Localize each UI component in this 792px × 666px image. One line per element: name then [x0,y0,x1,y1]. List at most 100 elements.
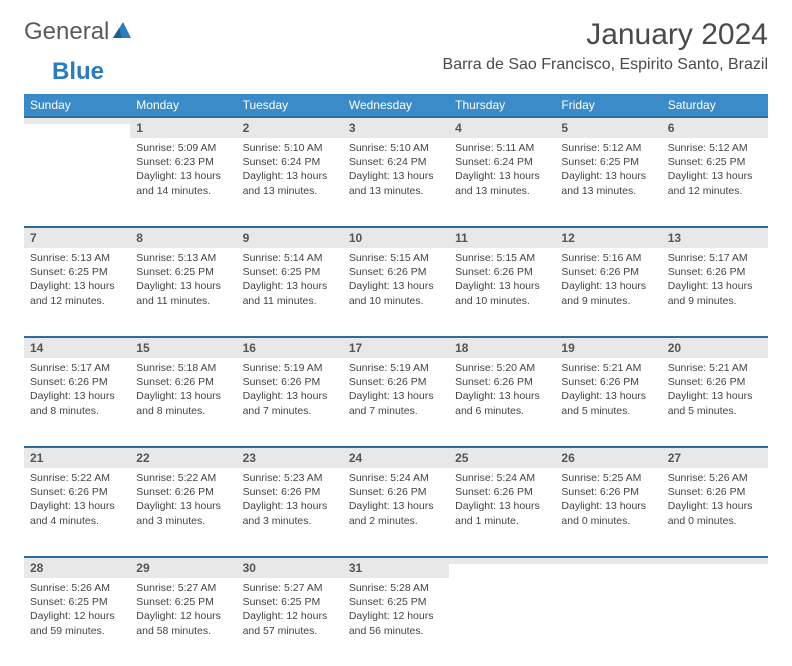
day-cell: Sunrise: 5:28 AMSunset: 6:25 PMDaylight:… [343,578,449,666]
day-details: Sunrise: 5:17 AMSunset: 6:26 PMDaylight:… [662,248,768,314]
sunrise-text: Sunrise: 5:23 AM [243,471,337,485]
daylight-text: Daylight: 13 hours and 6 minutes. [455,389,549,417]
day-cell: Sunrise: 5:19 AMSunset: 6:26 PMDaylight:… [343,358,449,446]
sunset-text: Sunset: 6:24 PM [243,155,337,169]
daynum-cell: 12 [555,226,661,248]
daylight-text: Daylight: 12 hours and 59 minutes. [30,609,124,637]
sunset-text: Sunset: 6:26 PM [349,375,443,389]
daynum-row: 14151617181920 [24,336,768,358]
daynum-cell: 28 [24,556,130,578]
weekday-header: Wednesday [343,94,449,116]
daynum-cell [24,116,130,138]
sail-icon [111,20,133,45]
day-number [555,556,661,564]
daylight-text: Daylight: 13 hours and 10 minutes. [349,279,443,307]
daynum-cell: 7 [24,226,130,248]
day-number: 30 [237,556,343,578]
sunset-text: Sunset: 6:26 PM [136,375,230,389]
day-cell: Sunrise: 5:14 AMSunset: 6:25 PMDaylight:… [237,248,343,336]
day-number: 19 [555,336,661,358]
daynum-cell: 22 [130,446,236,468]
sunrise-text: Sunrise: 5:22 AM [30,471,124,485]
day-cell: Sunrise: 5:26 AMSunset: 6:25 PMDaylight:… [24,578,130,666]
day-details: Sunrise: 5:25 AMSunset: 6:26 PMDaylight:… [555,468,661,534]
sunset-text: Sunset: 6:26 PM [30,375,124,389]
sunset-text: Sunset: 6:26 PM [243,375,337,389]
daylight-text: Daylight: 13 hours and 12 minutes. [668,169,762,197]
day-number: 5 [555,116,661,138]
day-details: Sunrise: 5:20 AMSunset: 6:26 PMDaylight:… [449,358,555,424]
day-number: 18 [449,336,555,358]
day-details: Sunrise: 5:19 AMSunset: 6:26 PMDaylight:… [343,358,449,424]
day-number: 31 [343,556,449,578]
daynum-cell: 23 [237,446,343,468]
sunrise-text: Sunrise: 5:09 AM [136,141,230,155]
day-details: Sunrise: 5:10 AMSunset: 6:24 PMDaylight:… [237,138,343,204]
day-details: Sunrise: 5:15 AMSunset: 6:26 PMDaylight:… [449,248,555,314]
day-number: 12 [555,226,661,248]
day-details: Sunrise: 5:18 AMSunset: 6:26 PMDaylight:… [130,358,236,424]
day-number: 11 [449,226,555,248]
sunrise-text: Sunrise: 5:19 AM [243,361,337,375]
day-cell: Sunrise: 5:12 AMSunset: 6:25 PMDaylight:… [555,138,661,226]
sunset-text: Sunset: 6:25 PM [243,595,337,609]
sunrise-text: Sunrise: 5:20 AM [455,361,549,375]
day-cell: Sunrise: 5:24 AMSunset: 6:26 PMDaylight:… [343,468,449,556]
day-cell: Sunrise: 5:11 AMSunset: 6:24 PMDaylight:… [449,138,555,226]
day-cell: Sunrise: 5:18 AMSunset: 6:26 PMDaylight:… [130,358,236,446]
sunset-text: Sunset: 6:25 PM [561,155,655,169]
daynum-cell: 2 [237,116,343,138]
brand-logo: General [24,18,135,46]
day-details: Sunrise: 5:15 AMSunset: 6:26 PMDaylight:… [343,248,449,314]
day-cell: Sunrise: 5:09 AMSunset: 6:23 PMDaylight:… [130,138,236,226]
day-details: Sunrise: 5:14 AMSunset: 6:25 PMDaylight:… [237,248,343,314]
day-details: Sunrise: 5:23 AMSunset: 6:26 PMDaylight:… [237,468,343,534]
day-cell: Sunrise: 5:27 AMSunset: 6:25 PMDaylight:… [130,578,236,666]
daylight-text: Daylight: 12 hours and 56 minutes. [349,609,443,637]
sunset-text: Sunset: 6:25 PM [349,595,443,609]
location: Barra de Sao Francisco, Espirito Santo, … [443,56,768,74]
daylight-text: Daylight: 13 hours and 10 minutes. [455,279,549,307]
day-number: 4 [449,116,555,138]
sunset-text: Sunset: 6:26 PM [30,485,124,499]
sunset-text: Sunset: 6:25 PM [136,265,230,279]
day-cell: Sunrise: 5:23 AMSunset: 6:26 PMDaylight:… [237,468,343,556]
day-details: Sunrise: 5:09 AMSunset: 6:23 PMDaylight:… [130,138,236,204]
daylight-text: Daylight: 13 hours and 13 minutes. [455,169,549,197]
day-details: Sunrise: 5:16 AMSunset: 6:26 PMDaylight:… [555,248,661,314]
daynum-cell: 27 [662,446,768,468]
daynum-row: 21222324252627 [24,446,768,468]
day-details: Sunrise: 5:13 AMSunset: 6:25 PMDaylight:… [130,248,236,314]
daylight-text: Daylight: 13 hours and 7 minutes. [349,389,443,417]
sunrise-text: Sunrise: 5:15 AM [349,251,443,265]
sunset-text: Sunset: 6:26 PM [668,375,762,389]
day-number: 14 [24,336,130,358]
day-number: 27 [662,446,768,468]
title-block: January 2024 Barra de Sao Francisco, Esp… [443,18,768,74]
sunrise-text: Sunrise: 5:26 AM [668,471,762,485]
weekday-header: Monday [130,94,236,116]
day-number: 24 [343,446,449,468]
daynum-cell: 13 [662,226,768,248]
weekday-header: Thursday [449,94,555,116]
daynum-cell: 8 [130,226,236,248]
sunset-text: Sunset: 6:26 PM [136,485,230,499]
day-cell: Sunrise: 5:10 AMSunset: 6:24 PMDaylight:… [343,138,449,226]
calendar-body: 123456Sunrise: 5:09 AMSunset: 6:23 PMDay… [24,116,768,666]
daylight-text: Daylight: 13 hours and 5 minutes. [561,389,655,417]
daynum-row: 28293031 [24,556,768,578]
day-details: Sunrise: 5:26 AMSunset: 6:26 PMDaylight:… [662,468,768,534]
daylight-text: Daylight: 12 hours and 57 minutes. [243,609,337,637]
daylight-text: Daylight: 13 hours and 11 minutes. [243,279,337,307]
daylight-text: Daylight: 13 hours and 11 minutes. [136,279,230,307]
sunrise-text: Sunrise: 5:13 AM [136,251,230,265]
day-cell: Sunrise: 5:21 AMSunset: 6:26 PMDaylight:… [662,358,768,446]
day-number: 21 [24,446,130,468]
day-number: 22 [130,446,236,468]
sunrise-text: Sunrise: 5:22 AM [136,471,230,485]
sunset-text: Sunset: 6:26 PM [349,485,443,499]
sunrise-text: Sunrise: 5:17 AM [668,251,762,265]
sunrise-text: Sunrise: 5:24 AM [455,471,549,485]
sunset-text: Sunset: 6:23 PM [136,155,230,169]
sunrise-text: Sunrise: 5:15 AM [455,251,549,265]
